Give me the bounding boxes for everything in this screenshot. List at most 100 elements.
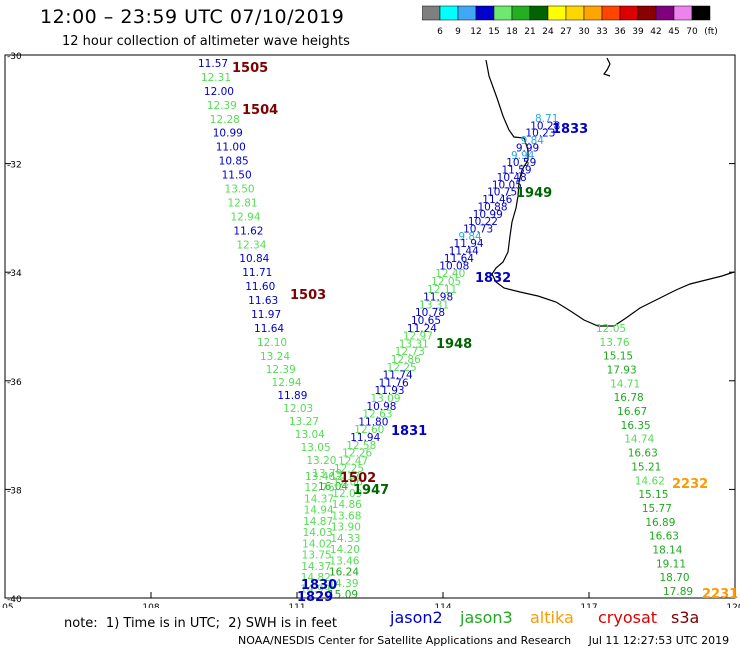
legend-label: 18 xyxy=(506,27,518,37)
lon-label: 105 xyxy=(0,603,14,608)
map-frame xyxy=(4,54,736,599)
altimeter-tracks: 11.57 12.31 12.00 12.39 12.28 10.99 11.00 10.85… xyxy=(198,58,693,601)
wave-height-value: 12.09 xyxy=(332,488,362,500)
legend-unit: (ft) xyxy=(704,27,718,37)
wave-height-value: 16.35 xyxy=(621,420,651,432)
wave-height-value: 12.05 xyxy=(431,276,461,288)
wave-height-value: 15.15 xyxy=(603,351,633,363)
wave-height-value: 12.76 xyxy=(305,482,335,494)
wave-height-value: 13.09 xyxy=(370,393,400,405)
wave-height-value: 11.50 xyxy=(222,170,252,182)
wave-height-value: 15.77 xyxy=(642,503,672,515)
wave-height-value: 8.71 xyxy=(535,113,558,125)
wave-height-value: 14.37 xyxy=(304,493,334,505)
wave-height-value: 13.27 xyxy=(289,416,319,428)
legend-label: 12 xyxy=(470,27,481,37)
wave-height-value: 13.75 xyxy=(302,550,332,562)
wave-height-value: 14.39 xyxy=(328,578,358,590)
wave-height-value: 13.05 xyxy=(301,442,331,454)
legend-label: 39 xyxy=(632,27,644,37)
wave-height-value: 13.50 xyxy=(225,183,255,195)
pass-time-label: 1949 xyxy=(516,186,552,201)
wave-height-value: 12.47 xyxy=(338,455,368,467)
wave-height-value: 11.76 xyxy=(379,377,409,389)
wave-height-value: 11.94 xyxy=(350,432,380,444)
wave-height-value: 14.37 xyxy=(301,561,331,573)
color-legend: 6 9 12 15 18 21 24 27 30 33 36 39 42 45 70 (ft) xyxy=(422,4,730,38)
wave-height-value: 16.78 xyxy=(614,392,644,404)
pass-time-label: 1832 xyxy=(475,271,511,286)
wave-height-value: 10.05 xyxy=(492,179,522,191)
wave-height-value: 11.93 xyxy=(375,385,405,397)
footer-credit: NOAA/NESDIS Center for Satellite Applica… xyxy=(238,634,730,647)
pass-time-label: 2231 xyxy=(702,587,738,602)
wave-height-value: 9.99 xyxy=(516,142,539,154)
pass-time-label: 1829 xyxy=(297,590,333,605)
pass-time-label: 1503 xyxy=(290,288,326,303)
wave-height-value: 13.20 xyxy=(306,455,336,467)
wave-height-value: 13.04 xyxy=(295,429,325,441)
wave-height-value: 9.84 xyxy=(458,231,482,243)
wave-height-value: 10.98 xyxy=(366,401,396,413)
wave-height-value: 15.21 xyxy=(631,461,661,473)
legend-label: 27 xyxy=(560,27,571,37)
wave-height-value: 16.04 xyxy=(318,481,348,493)
wave-height-value: 12.86 xyxy=(391,354,421,366)
lat-label: -40 xyxy=(7,595,22,605)
wave-height-value: 13.31 xyxy=(399,338,429,350)
lat-label: -32 xyxy=(7,161,22,171)
wave-height-value: 12.03 xyxy=(283,403,313,415)
legend-swatch xyxy=(691,5,711,21)
wave-height-value: 10.48 xyxy=(497,172,527,184)
wave-height-value: 12.73 xyxy=(395,346,425,358)
wave-height-value: 9.94 xyxy=(511,150,535,162)
footer-note: note: 1) Time is in UTC; 2) SWH is in fe… xyxy=(64,616,337,631)
wave-height-value: 13.46 xyxy=(329,555,359,567)
wave-height-value: 14.74 xyxy=(624,434,654,446)
wave-height-value: 13.68 xyxy=(331,510,361,522)
wave-height-value: 12.00 xyxy=(204,86,234,98)
lon-label: 120 xyxy=(726,603,740,608)
island-path xyxy=(603,57,611,77)
wave-height-value: 15.15 xyxy=(638,489,668,501)
axis-ticks: -30 -32 -34 -36 -38 -40105 108 111 114 117 120 xyxy=(0,52,740,608)
satellite-legend-jason2: jason2 xyxy=(390,608,443,627)
wave-height-value: 11.74 xyxy=(383,370,413,382)
wave-height-value: 12.81 xyxy=(228,197,258,209)
wave-height-value: 10.65 xyxy=(411,315,441,327)
wave-height-value: 11.44 xyxy=(449,246,479,258)
pass-time-label: 1504 xyxy=(242,103,278,118)
satellite-legend-cryosat: cryosat xyxy=(598,608,658,627)
wave-height-value: 13.46 xyxy=(305,471,335,483)
pass-time-label: 1502 xyxy=(340,471,376,486)
wave-height-value: 19.11 xyxy=(656,558,686,570)
wave-height-value: 12.39 xyxy=(266,364,296,376)
australia-coastline xyxy=(485,57,735,327)
wave-height-value: 14.94 xyxy=(304,505,334,517)
coastline-path xyxy=(485,59,735,327)
wave-height-value: 11.89 xyxy=(277,390,307,402)
legend-label: 70 xyxy=(686,27,698,37)
wave-height-value: 12.63 xyxy=(362,409,392,421)
satellite-legend-s3a: s3a xyxy=(671,608,700,627)
satellite-legend-jason3: jason3 xyxy=(460,608,513,627)
wave-height-value: 12.31 xyxy=(201,72,231,84)
page-title: 12:00 – 23:59 UTC 07/10/2019 xyxy=(40,6,345,28)
wave-height-value: 18.14 xyxy=(652,544,682,556)
pass-time-label: 1505 xyxy=(232,61,268,76)
wave-height-value: 11.80 xyxy=(358,416,388,428)
wave-height-value: 15.09 xyxy=(328,589,358,601)
wave-height-value: 11.59 xyxy=(501,165,531,177)
wave-height-value: 11.98 xyxy=(423,292,453,304)
wave-height-value: 12.25 xyxy=(334,463,364,475)
legend-label: 36 xyxy=(614,27,626,37)
legend-label: 24 xyxy=(542,27,554,37)
wave-height-value: 18.70 xyxy=(659,572,689,584)
wave-height-value: 14.86 xyxy=(332,499,362,511)
legend-label: 30 xyxy=(578,27,590,37)
wave-height-value: 10.23 xyxy=(525,128,555,140)
legend-label: 45 xyxy=(668,27,679,37)
pass-time-label: 1830 xyxy=(301,578,337,593)
pass-time-label: 1831 xyxy=(391,424,427,439)
wave-height-value: 12.17 xyxy=(330,471,360,483)
